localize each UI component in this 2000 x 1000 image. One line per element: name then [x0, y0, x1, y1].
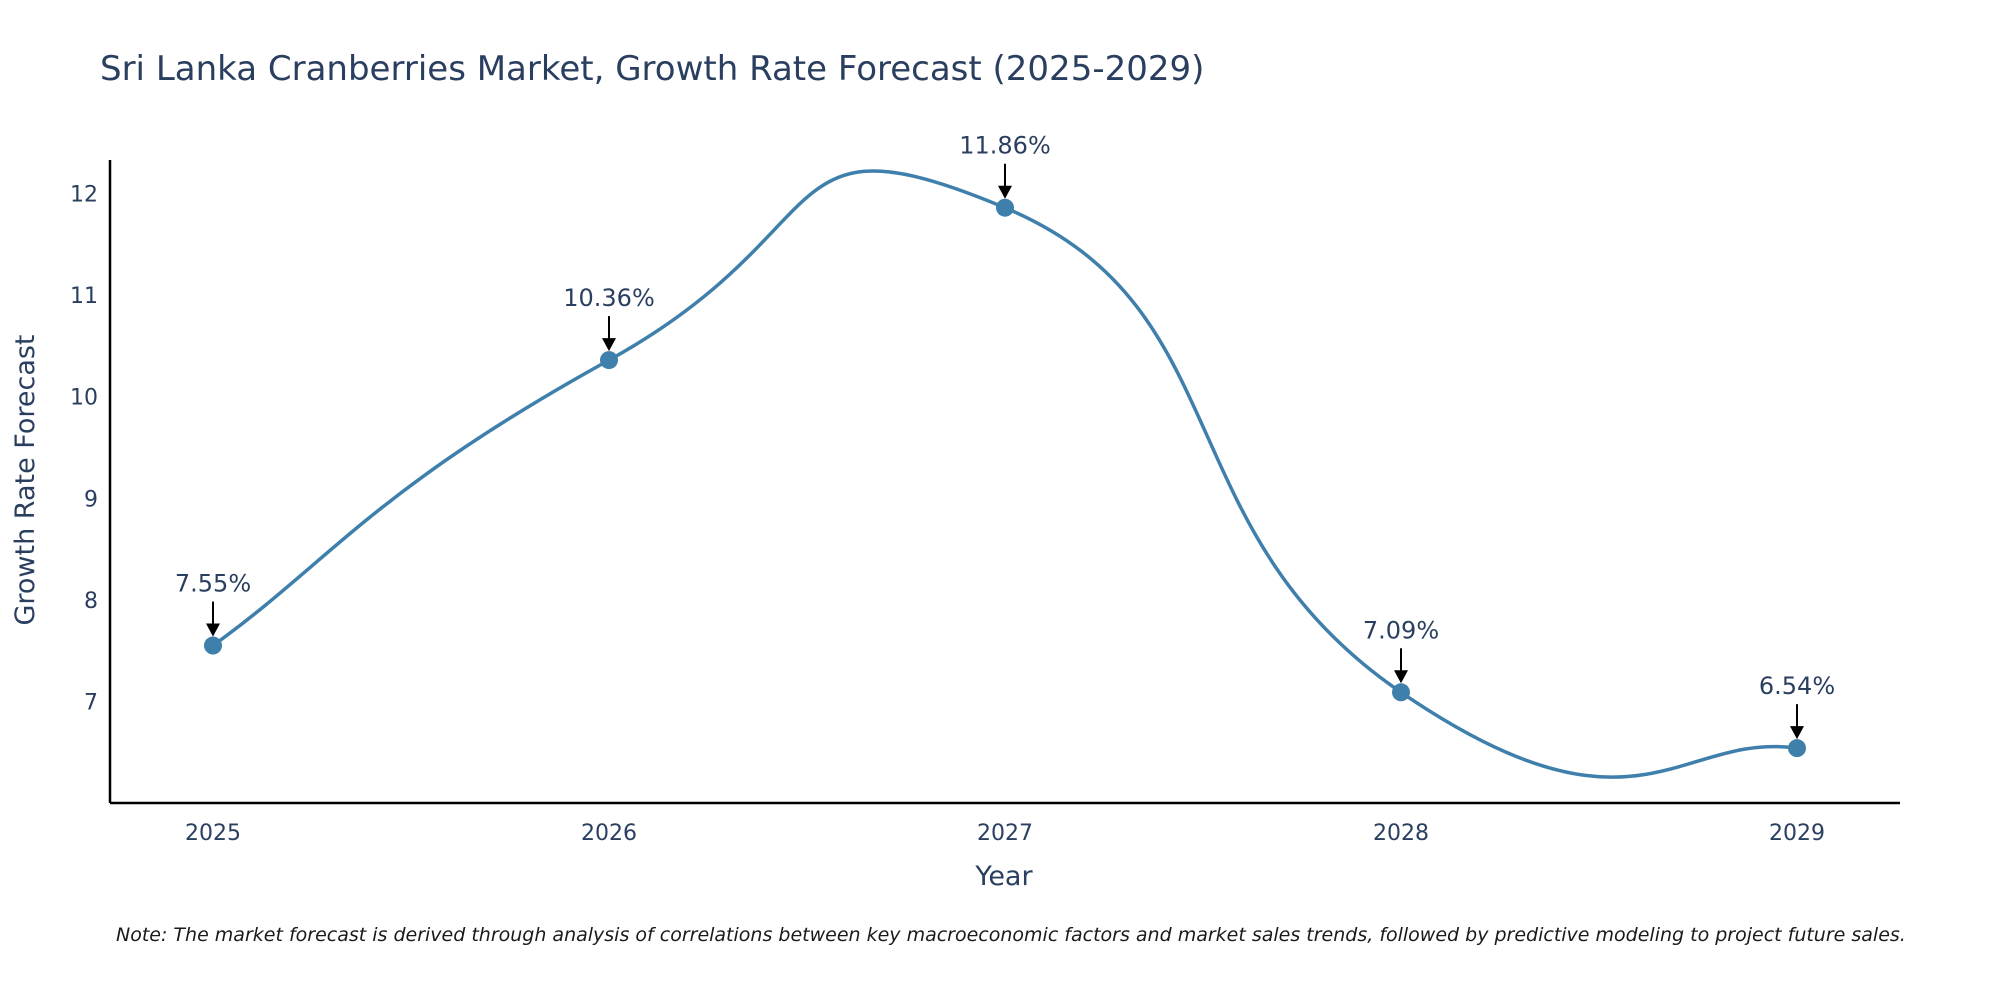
data-label: 6.54% [1759, 672, 1835, 700]
annotation-arrowhead [1790, 726, 1804, 740]
y-tick-label: 7 [84, 690, 98, 715]
y-tick-labels: 7 8 9 10 11 12 [70, 183, 98, 716]
footnote: Note: The market forecast is derived thr… [116, 924, 1906, 946]
data-point [1392, 683, 1410, 702]
x-tick-label: 2025 [185, 821, 241, 846]
x-tick-label: 2027 [977, 821, 1033, 846]
y-tick-label: 10 [70, 386, 98, 411]
data-label: 10.36% [563, 284, 655, 312]
data-annotations: 7.55% 10.36% 11.86% 7.09% 6.54% [175, 132, 1835, 740]
y-tick-label: 11 [70, 284, 98, 309]
data-markers [204, 198, 1806, 758]
x-tick-label: 2028 [1373, 821, 1429, 846]
data-label: 11.86% [959, 132, 1051, 160]
y-tick-label: 9 [84, 487, 98, 512]
annotation-arrowhead [998, 185, 1012, 199]
data-label: 7.55% [175, 570, 251, 598]
chart-title: Sri Lanka Cranberries Market, Growth Rat… [100, 49, 1204, 89]
x-tick-label: 2029 [1769, 821, 1825, 846]
y-tick-label: 12 [70, 183, 98, 208]
x-axis-title: Year [974, 861, 1033, 892]
data-label: 7.09% [1363, 616, 1439, 644]
x-tick-label: 2026 [581, 821, 637, 846]
data-point [600, 351, 618, 370]
data-point [1788, 739, 1806, 758]
data-point [204, 636, 222, 655]
annotation-arrowhead [602, 338, 616, 352]
annotation-arrowhead [1394, 670, 1408, 684]
y-axis-title: Growth Rate Forecast [10, 334, 41, 625]
x-tick-labels: 2025 2026 2027 2028 2029 [185, 821, 1825, 846]
series-line [211, 169, 1798, 779]
data-point [996, 198, 1014, 217]
y-tick-label: 8 [84, 589, 98, 614]
annotation-arrowhead [206, 623, 220, 637]
